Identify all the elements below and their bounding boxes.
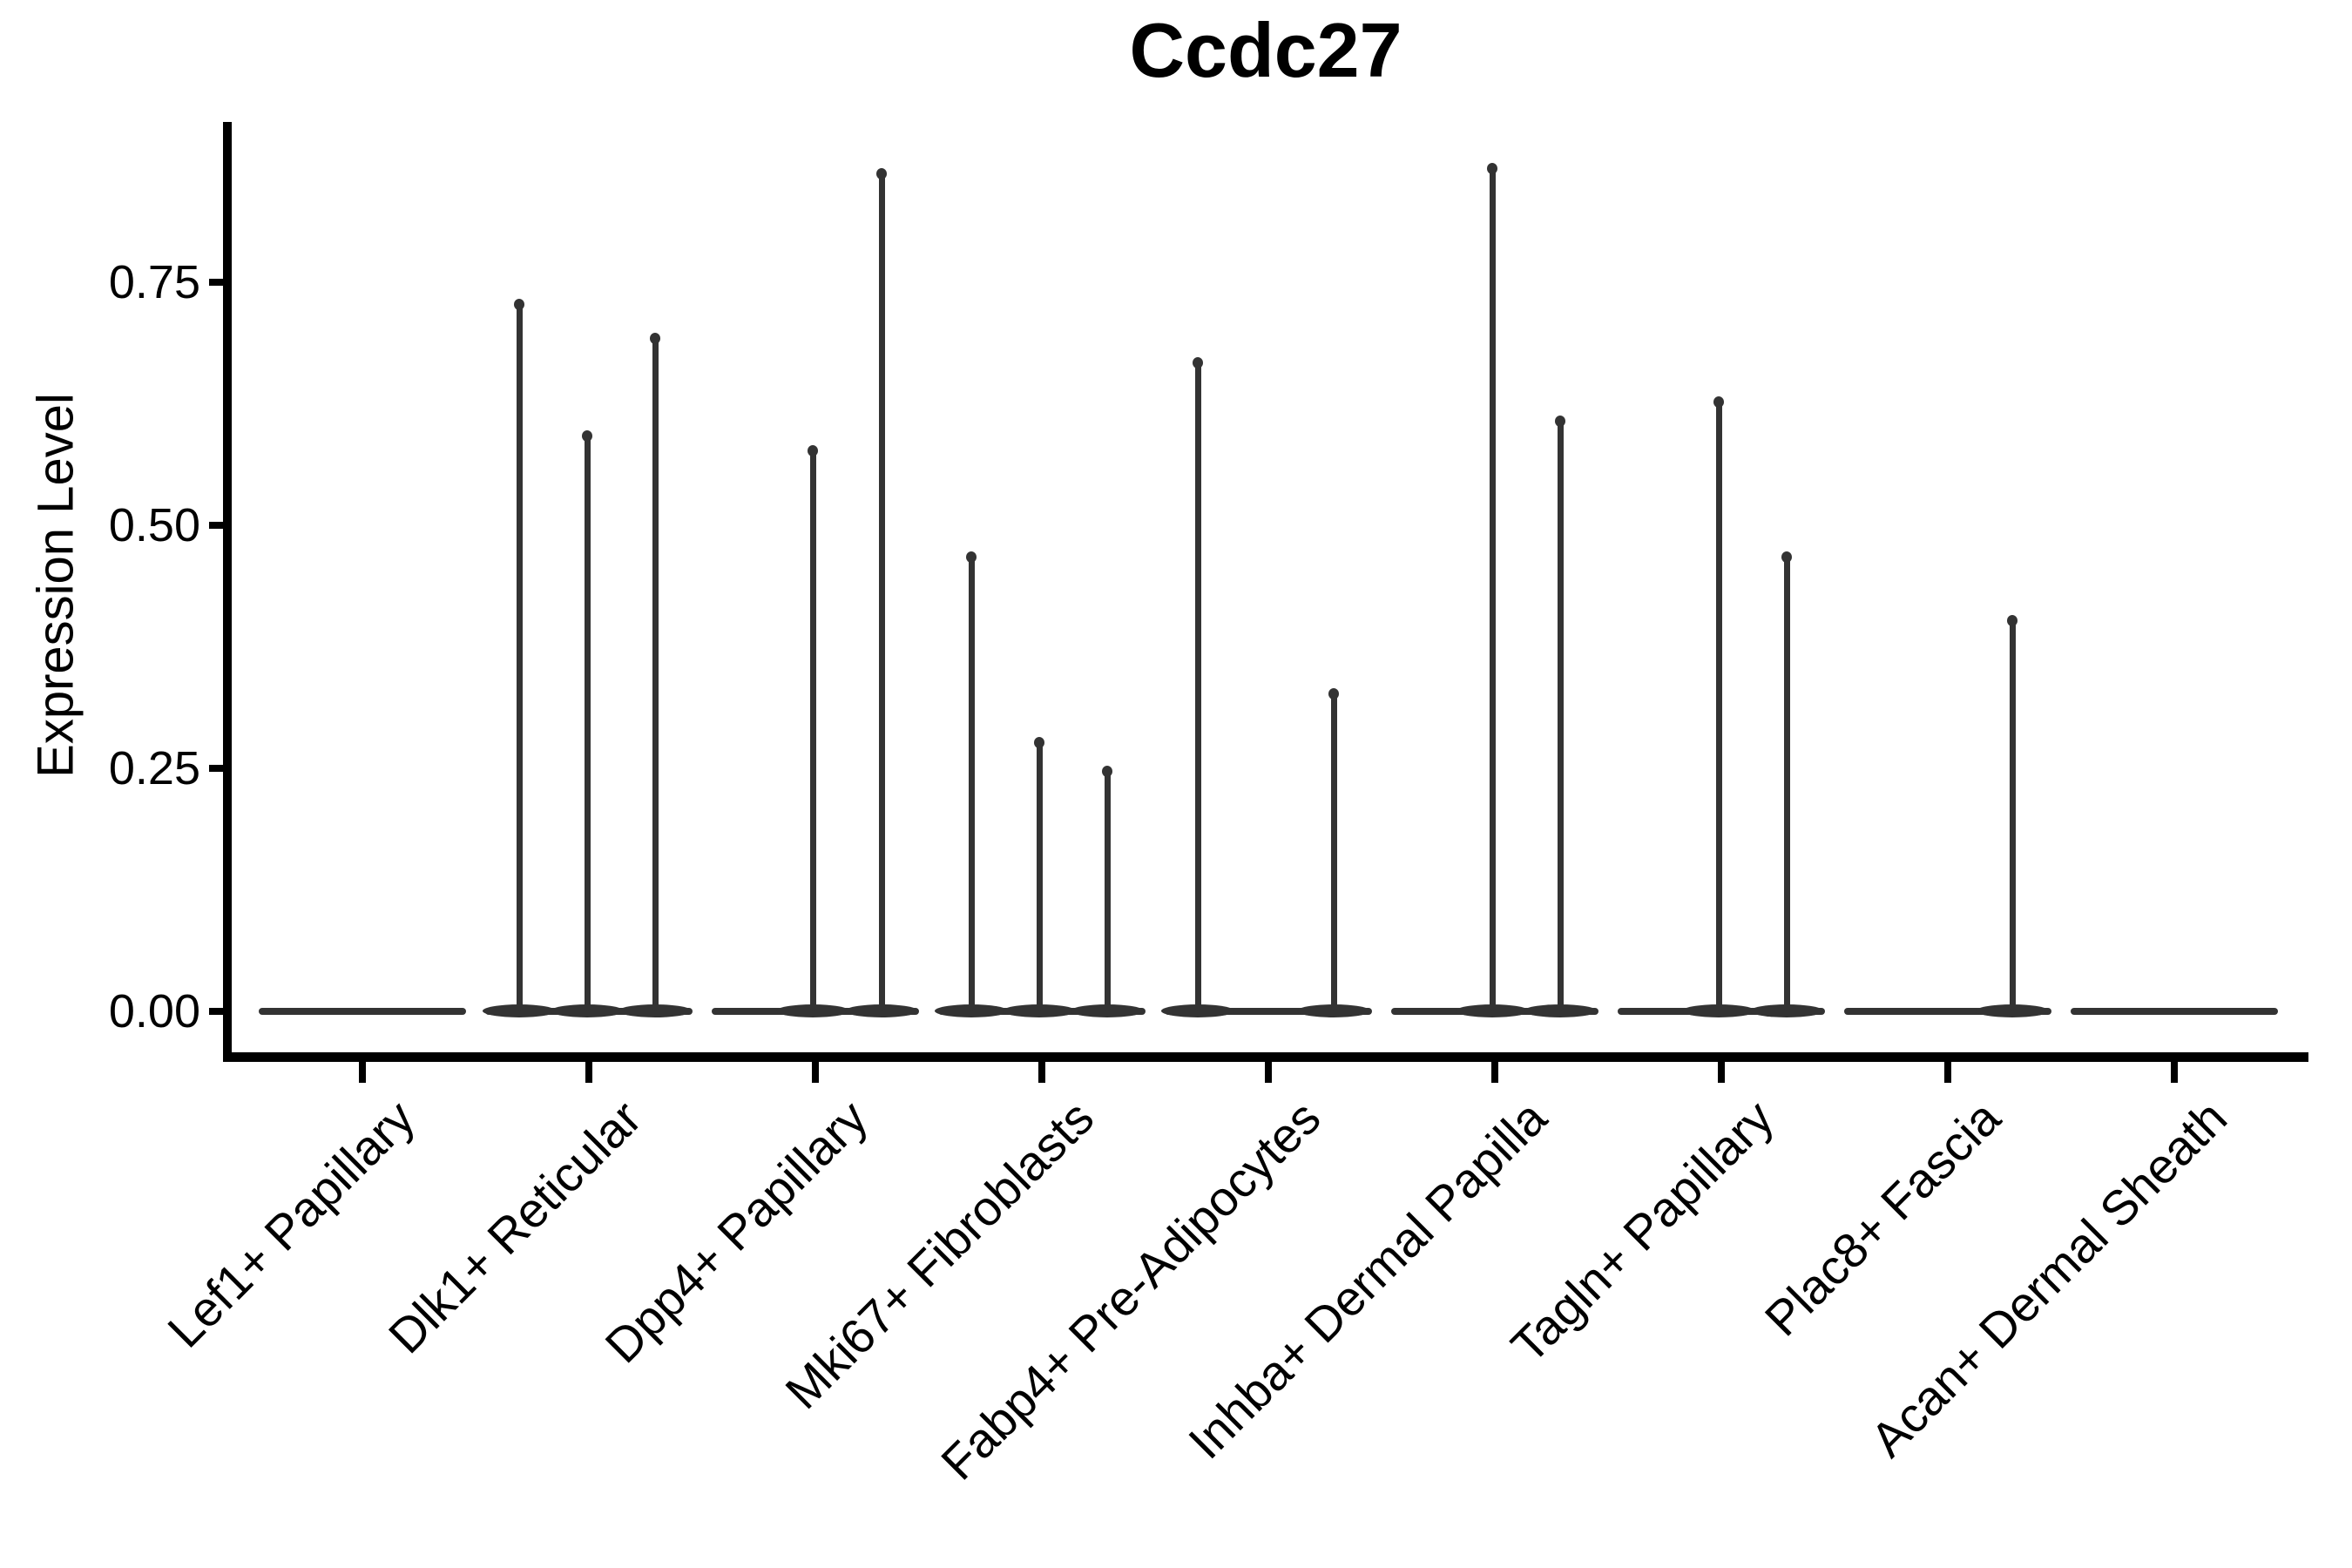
violin-spike	[652, 335, 659, 1011]
violin-spike-knob	[1102, 766, 1112, 777]
violin-spike-knob	[808, 444, 818, 456]
violin-spike	[1330, 690, 1337, 1011]
violin-spike-knob	[1487, 163, 1497, 175]
x-axis-spine	[223, 1052, 2308, 1062]
x-tick	[1038, 1062, 1045, 1083]
chart-title: Ccdc27	[1129, 7, 1402, 93]
violin-spike	[1104, 768, 1111, 1011]
x-tick-label: Plac8+ Fascia	[1754, 1090, 2011, 1347]
x-tick	[812, 1062, 819, 1083]
violin-spike-knob	[2007, 615, 2017, 627]
x-tick-label: Lef1+ Papillary	[157, 1090, 425, 1358]
violin-spike	[516, 301, 523, 1011]
y-axis-spine	[223, 122, 232, 1062]
violin-spike-knob	[1034, 736, 1044, 748]
violin-spike-knob	[514, 299, 524, 311]
y-tick	[209, 522, 223, 529]
violin-spike	[1783, 554, 1790, 1011]
violin-spike-knob	[582, 429, 592, 442]
violin-spike-knob	[1328, 687, 1339, 700]
violin-spike-knob	[966, 551, 977, 564]
violin-spike-knob	[1555, 416, 1565, 428]
violin-spike-knob	[876, 167, 887, 179]
violin-baseline	[2071, 1008, 2278, 1015]
x-tick-label: Fabp4+ Pre-Adipocytes	[930, 1090, 1331, 1490]
violin-baseline	[1844, 1008, 2051, 1015]
violin-spike	[1715, 398, 1722, 1011]
x-tick	[1265, 1062, 1272, 1083]
violin-spike	[1489, 166, 1496, 1011]
violin-spike	[2009, 618, 2016, 1011]
violin-spike-knob	[1713, 395, 1724, 408]
violin-spike-knob	[1193, 357, 1203, 369]
y-tick	[209, 279, 223, 286]
violin-spike	[1557, 418, 1564, 1011]
violin-spike	[1036, 739, 1043, 1011]
violin-spike-knob	[650, 333, 660, 345]
x-tick	[585, 1062, 592, 1083]
x-tick	[1718, 1062, 1725, 1083]
y-axis-label: Expression Level	[27, 393, 84, 778]
x-tick	[1944, 1062, 1951, 1083]
y-tick-label: 0.75	[108, 256, 200, 308]
y-tick-label: 0.50	[108, 499, 200, 551]
violin-spike	[1194, 360, 1201, 1011]
violin-spike	[809, 447, 816, 1011]
y-tick	[209, 765, 223, 772]
violin-spike-knob	[1781, 551, 1792, 564]
violin-spike	[968, 554, 975, 1011]
violin-spike	[584, 432, 591, 1011]
x-tick	[1491, 1062, 1498, 1083]
violin-spike	[878, 170, 885, 1011]
x-tick	[359, 1062, 366, 1083]
y-tick-label: 0.00	[108, 985, 200, 1037]
violin-baseline	[1165, 1008, 1372, 1015]
violin-baseline	[259, 1008, 466, 1015]
y-tick	[209, 1008, 223, 1015]
y-tick-label: 0.25	[108, 742, 200, 794]
x-tick	[2171, 1062, 2178, 1083]
